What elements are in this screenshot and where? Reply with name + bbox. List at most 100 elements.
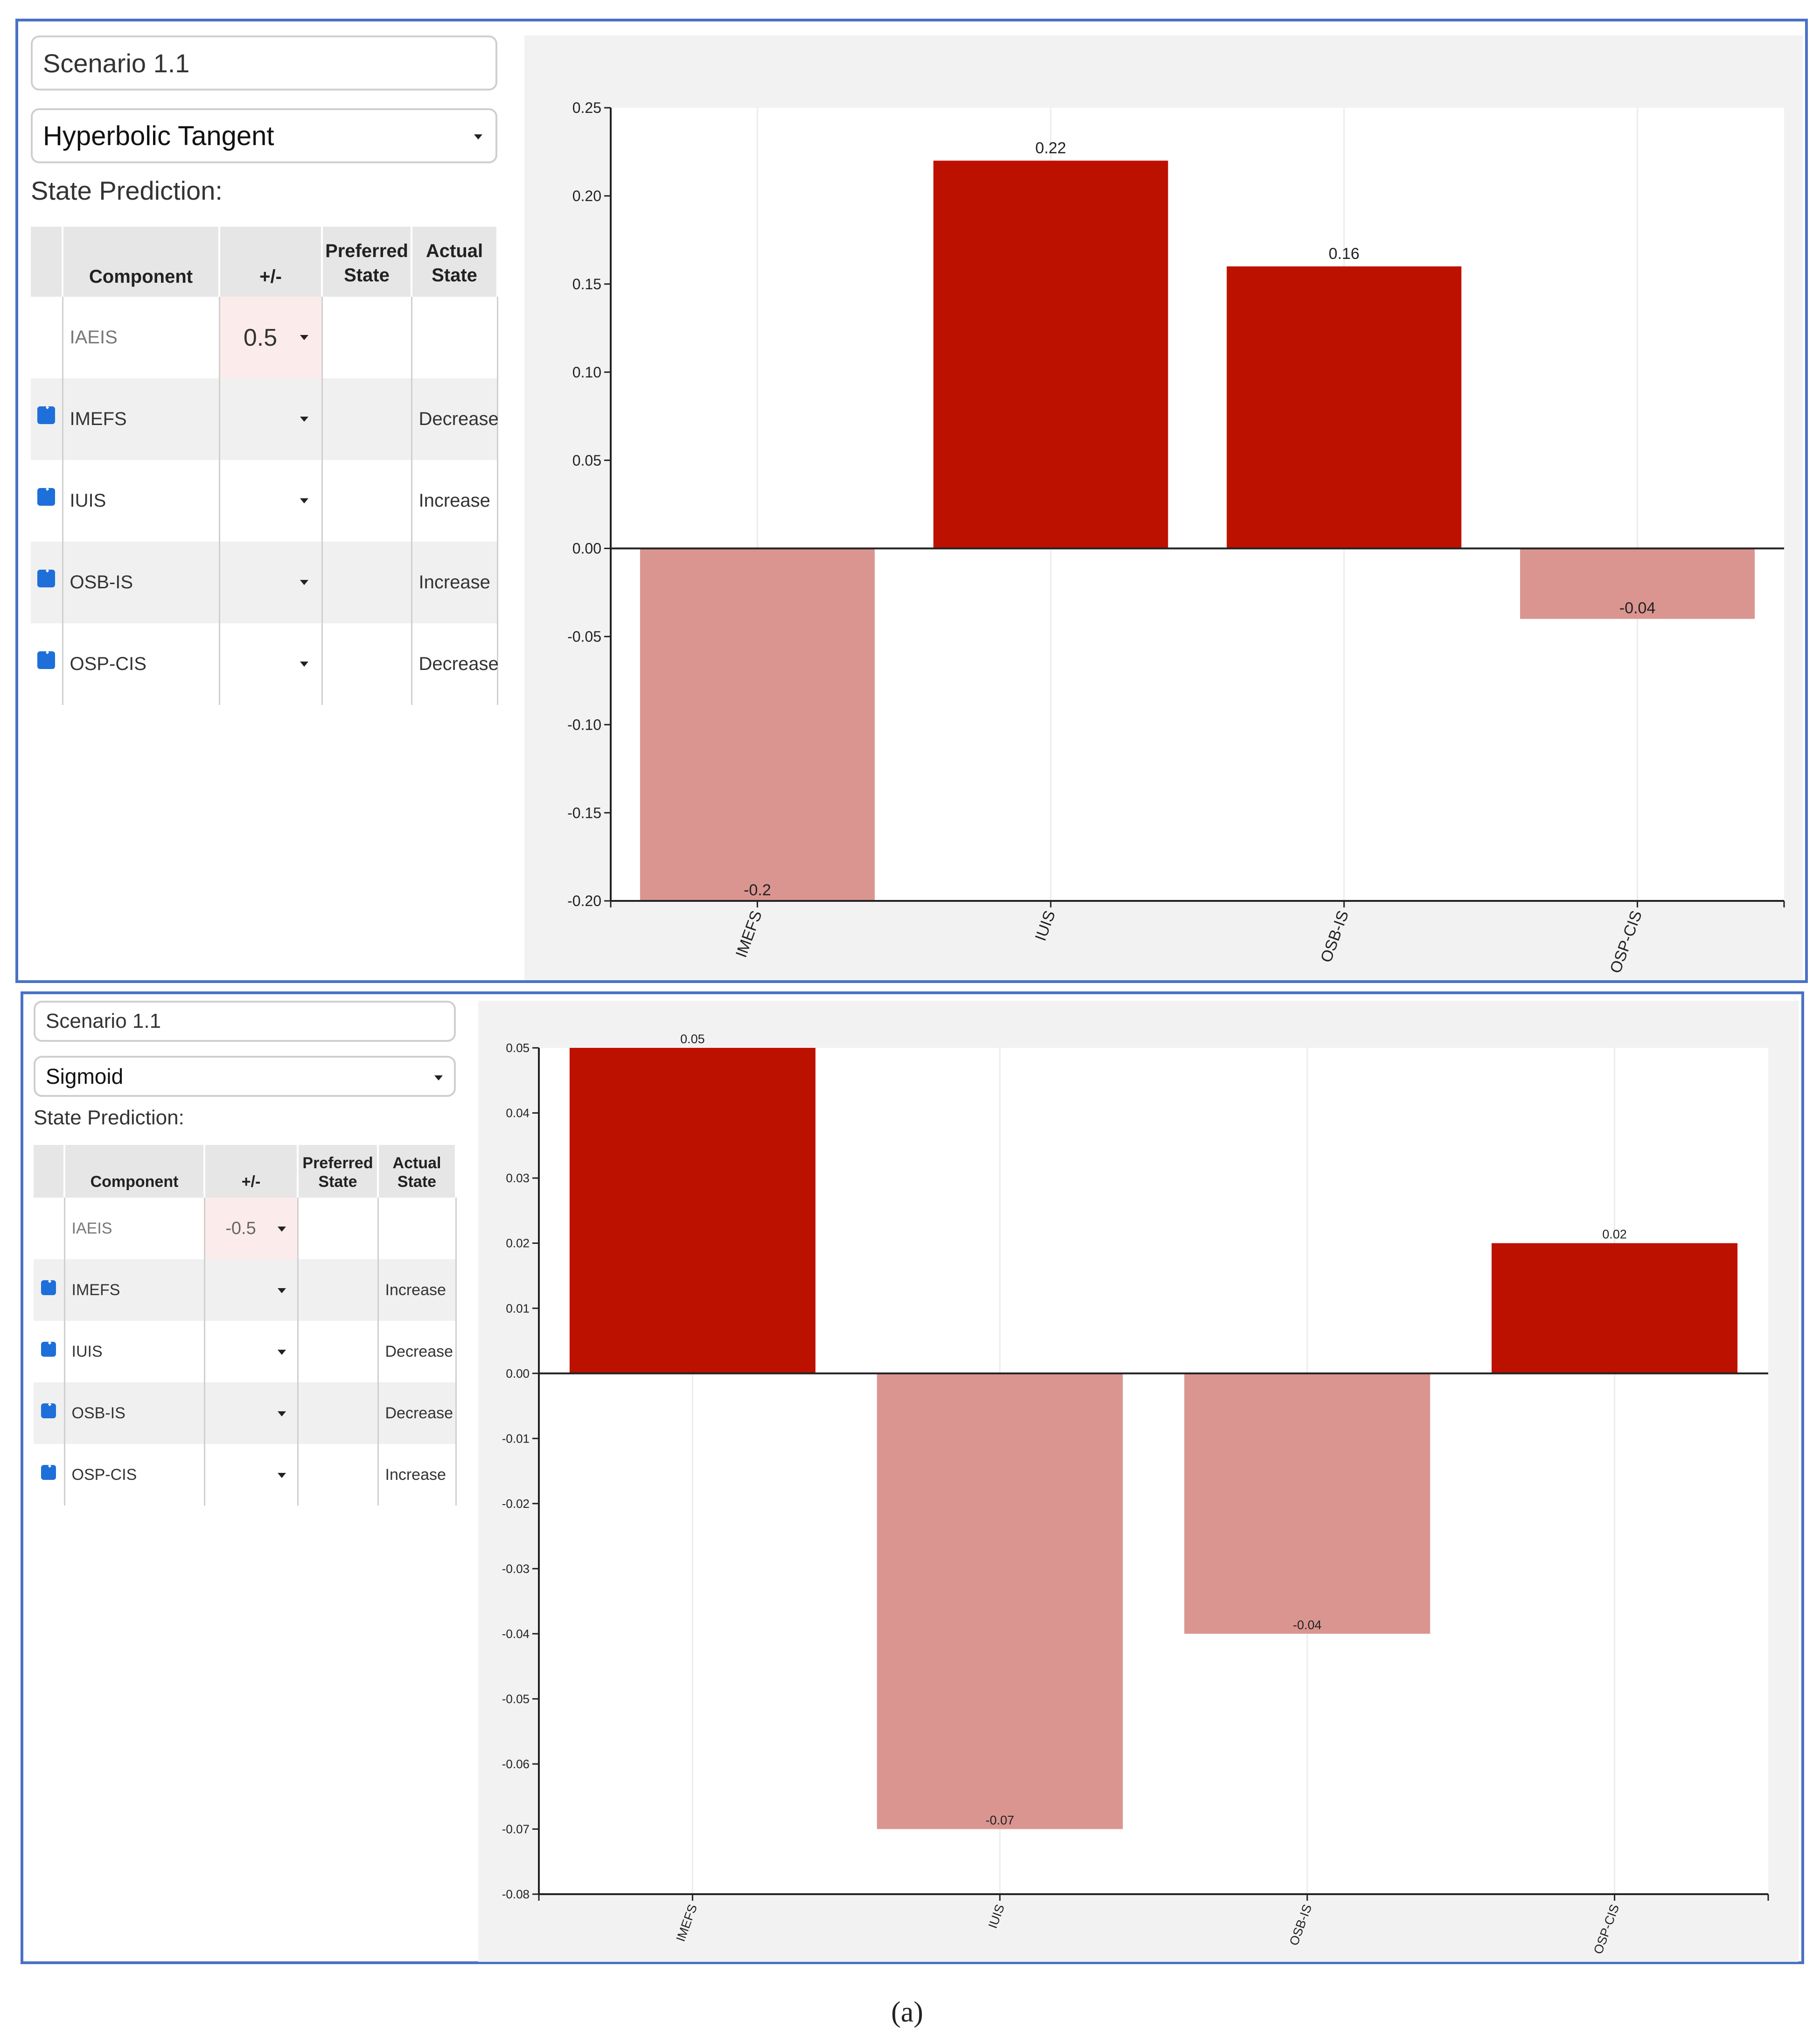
y-tick-label: -0.06 — [502, 1757, 530, 1771]
y-tick-label: -0.04 — [502, 1627, 530, 1641]
table-row: IAEIS -0.5 — [34, 1198, 457, 1259]
row-checkbox[interactable] — [31, 542, 63, 623]
row-checkbox[interactable] — [31, 623, 63, 705]
actual-state-cell: Decrease — [411, 623, 499, 705]
y-tick-label: 0.02 — [506, 1236, 530, 1250]
actual-state-cell — [378, 1198, 457, 1259]
weight-select[interactable]: 0.5 — [219, 297, 323, 378]
checkbox-checked-icon[interactable] — [41, 1280, 56, 1296]
table-row: OSP-CIS Increase — [34, 1444, 457, 1506]
preferred-state-cell[interactable] — [298, 1259, 379, 1321]
row-checkbox[interactable] — [34, 1259, 65, 1321]
x-tick-label: OSB-IS — [1317, 908, 1352, 965]
activation-function-value: Sigmoid — [46, 1064, 124, 1088]
actual-state-cell: Increase — [378, 1259, 457, 1321]
preferred-state-cell[interactable] — [322, 542, 412, 623]
preferred-state-cell[interactable] — [322, 378, 412, 460]
y-tick-label: -0.01 — [502, 1431, 530, 1445]
chevron-down-icon — [277, 1473, 286, 1478]
y-tick-label: -0.02 — [502, 1497, 530, 1511]
component-name: IAEIS — [64, 1198, 205, 1259]
data-label: 0.16 — [1329, 245, 1360, 263]
weight-select[interactable] — [219, 542, 323, 623]
x-tick-label: IUIS — [1032, 908, 1059, 943]
y-tick-label: 0.04 — [506, 1106, 530, 1120]
checkbox-checked-icon[interactable] — [41, 1465, 56, 1480]
checkbox-checked-icon[interactable] — [41, 1342, 56, 1357]
preferred-state-cell[interactable] — [298, 1198, 379, 1259]
data-label: -0.2 — [744, 881, 771, 899]
header-plus-minus: +/- — [219, 227, 323, 297]
scenario-name-input[interactable]: Scenario 1.1 — [31, 35, 497, 91]
activation-function-select[interactable]: Hyperbolic Tangent — [31, 108, 497, 163]
checkbox-checked-icon[interactable] — [37, 651, 56, 669]
table-row: IMEFS Decrease — [31, 378, 499, 460]
header-checkbox-col — [34, 1145, 65, 1198]
weight-select[interactable]: -0.5 — [204, 1198, 299, 1259]
preferred-state-cell[interactable] — [322, 460, 412, 542]
state-prediction-label: State Prediction: — [31, 176, 223, 205]
weight-select[interactable] — [204, 1444, 299, 1506]
header-component: Component — [64, 1145, 205, 1198]
bar-osb-is — [1184, 1373, 1430, 1634]
weight-select[interactable] — [204, 1259, 299, 1321]
component-name: IUIS — [64, 1321, 205, 1382]
header-plus-minus: +/- — [204, 1145, 299, 1198]
figure-caption: (a) — [891, 1996, 923, 2028]
y-tick-label: 0.05 — [572, 452, 601, 469]
table-row: OSB-IS Increase — [31, 542, 498, 623]
y-tick-label: -0.15 — [567, 804, 601, 821]
header-checkbox-col — [31, 227, 63, 297]
x-tick-label: OSP-CIS — [1607, 908, 1646, 976]
weight-select[interactable] — [219, 460, 323, 542]
checkbox-checked-icon[interactable] — [41, 1403, 56, 1419]
table-row: OSB-IS Decrease — [34, 1382, 457, 1444]
row-checkbox[interactable] — [34, 1444, 65, 1506]
weight-select[interactable] — [219, 623, 323, 705]
checkbox-checked-icon[interactable] — [37, 488, 56, 506]
bar-chart: -0.2 0.22 0.16 -0.04 0.25 0.20 0.15 0.10 0.05 0.0… — [567, 99, 1785, 976]
actual-state-cell: Increase — [411, 542, 498, 623]
y-tick-label: 0.20 — [572, 188, 601, 204]
row-checkbox-empty — [31, 297, 63, 378]
weight-value: -0.5 — [225, 1218, 256, 1238]
table-row: OSP-CIS Decrease — [31, 623, 499, 705]
preferred-state-cell[interactable] — [298, 1382, 379, 1444]
y-tick-label: 0.03 — [506, 1171, 530, 1185]
activation-function-value: Hyperbolic Tangent — [43, 120, 274, 151]
weight-select[interactable] — [204, 1321, 299, 1382]
scenario-name-input[interactable]: Scenario 1.1 — [34, 1001, 456, 1042]
component-name: OSB-IS — [64, 1382, 205, 1444]
row-checkbox-empty — [34, 1198, 65, 1259]
bar-osp-cis — [1520, 548, 1755, 619]
data-label: -0.04 — [1619, 600, 1656, 617]
preferred-state-cell[interactable] — [322, 623, 412, 705]
chevron-down-icon — [277, 1227, 286, 1232]
preferred-state-cell[interactable] — [298, 1321, 379, 1382]
data-label: -0.04 — [1293, 1618, 1322, 1632]
bar-imefs — [569, 1048, 816, 1374]
header-preferred-state: Preferred State — [322, 227, 412, 297]
x-tick-label: OSB-IS — [1287, 1903, 1314, 1947]
weight-select[interactable] — [219, 378, 323, 460]
checkbox-checked-icon[interactable] — [37, 406, 56, 425]
actual-state-cell: Decrease — [378, 1382, 457, 1444]
activation-function-select[interactable]: Sigmoid — [34, 1056, 456, 1097]
preferred-state-cell[interactable] — [298, 1444, 379, 1506]
chevron-down-icon — [277, 1411, 286, 1416]
chevron-down-icon — [277, 1350, 286, 1355]
bar-iuis — [877, 1373, 1123, 1829]
row-checkbox[interactable] — [34, 1382, 65, 1444]
row-checkbox[interactable] — [34, 1321, 65, 1382]
row-checkbox[interactable] — [31, 378, 63, 460]
checkbox-checked-icon[interactable] — [37, 570, 56, 588]
chevron-down-icon — [434, 1075, 443, 1081]
weight-select[interactable] — [204, 1382, 299, 1444]
y-tick-label: -0.08 — [502, 1887, 530, 1901]
bar-osp-cis — [1492, 1243, 1738, 1374]
bar-osb-is — [1227, 266, 1462, 549]
component-name: IUIS — [63, 460, 220, 542]
row-checkbox[interactable] — [31, 460, 63, 542]
header-actual-state: Actual State — [411, 227, 498, 297]
preferred-state-cell[interactable] — [322, 297, 412, 378]
